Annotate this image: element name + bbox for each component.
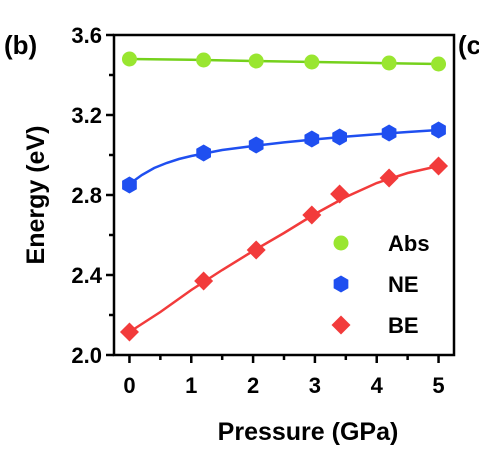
be-data-point (429, 156, 449, 176)
abs-data-point (304, 54, 320, 70)
ne-data-point (381, 124, 397, 142)
x-tick-label: 3 (309, 373, 321, 398)
x-axis-title: Pressure (GPa) (218, 418, 399, 446)
plot-frame (112, 33, 456, 357)
y-axis-title: Energy (eV) (22, 126, 50, 265)
x-tick-label: 1 (185, 373, 197, 398)
x-tick-label: 0 (123, 373, 135, 398)
panel-label: (b) (4, 30, 37, 60)
be-data-point (246, 240, 266, 260)
ne-data-point (248, 136, 264, 154)
next-panel-label: (c (458, 30, 479, 60)
legend-be-label: BE (388, 313, 419, 338)
ne-data-point (431, 121, 446, 139)
be-data-point (379, 168, 399, 188)
ne-data-point (196, 144, 211, 162)
x-tick-label: 5 (432, 373, 444, 398)
y-tick-label: 3.2 (71, 103, 102, 128)
abs-data-point (121, 51, 137, 67)
ne-data-point (122, 176, 137, 194)
legend-ne-label: NE (388, 272, 419, 297)
legend-abs-marker (333, 235, 349, 251)
be-data-point (330, 184, 350, 204)
ne-fit-line (128, 128, 439, 186)
ne-data-point (304, 130, 320, 148)
legend-ne-marker (333, 275, 349, 293)
be-data-point (302, 205, 322, 225)
be-data-point (194, 271, 214, 291)
abs-data-point (431, 56, 447, 72)
ne-data-point (332, 128, 347, 146)
y-tick-label: 2.4 (71, 263, 102, 288)
be-data-point (119, 322, 139, 342)
legend: Abs NE BE (331, 231, 430, 338)
legend-abs-label: Abs (388, 231, 430, 256)
abs-data-point (381, 55, 397, 71)
x-tick-label: 4 (371, 373, 384, 398)
y-tick-label: 2.8 (71, 183, 102, 208)
y-tick-label: 3.6 (71, 23, 102, 48)
abs-data-point (196, 52, 212, 68)
legend-be-marker (331, 315, 351, 335)
abs-data-point (248, 53, 264, 69)
x-tick-label: 2 (247, 373, 259, 398)
y-tick-label: 2.0 (71, 343, 102, 368)
